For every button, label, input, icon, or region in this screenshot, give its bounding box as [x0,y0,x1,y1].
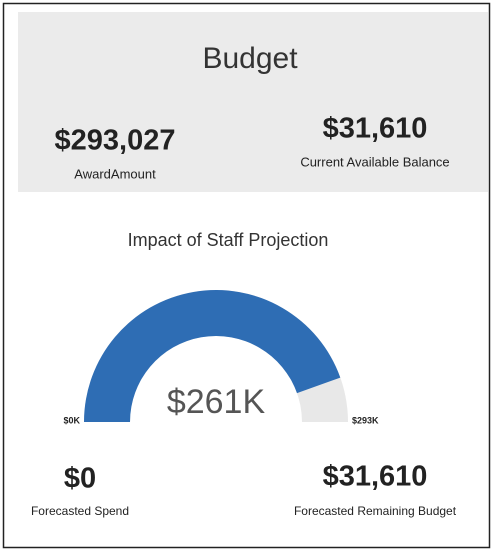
card-label: Forecasted Remaining Budget [294,504,457,518]
card-label: Forecasted Spend [31,504,129,518]
panel-title: Budget [202,42,298,75]
gauge-title: Impact of Staff Projection [128,230,329,250]
gauge-range-label: $0K [63,415,80,425]
gauge-value-arc [84,289,341,422]
card-value: $31,610 [323,461,428,493]
card-value: $293,027 [55,125,176,157]
gauge-value-label: $261K [167,383,266,421]
budget-panel [18,12,488,192]
card-label: Current Available Balance [300,154,449,169]
card-value: $0 [64,463,96,495]
card-label: AwardAmount [74,166,156,181]
card-value: $31,610 [323,113,428,145]
gauge-range-label: $293K [352,415,379,425]
